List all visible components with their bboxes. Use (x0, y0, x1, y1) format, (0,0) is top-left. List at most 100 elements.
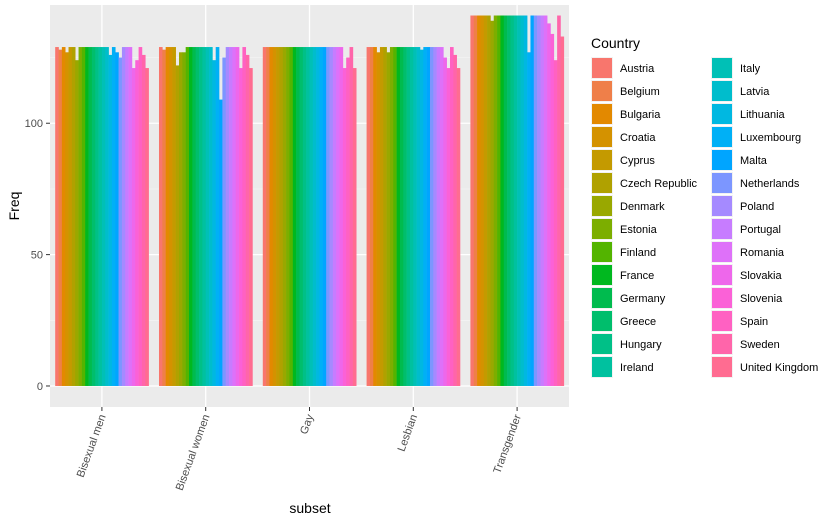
bar (336, 47, 340, 386)
bar (426, 47, 431, 386)
bar (269, 47, 274, 386)
bar (61, 47, 66, 386)
bar (376, 52, 381, 386)
bar (540, 15, 545, 386)
legend-label: Austria (620, 63, 655, 75)
legend: Country Austria Belgium Bulgaria Croatia Cyp… (591, 35, 818, 378)
bar (409, 47, 414, 386)
bar (366, 47, 371, 386)
bar (553, 60, 558, 386)
bar (75, 60, 79, 386)
legend-label: France (620, 270, 654, 282)
x-tick-label: Bisexual women (174, 413, 213, 492)
bar (429, 47, 434, 386)
bar (399, 47, 404, 386)
legend-swatch (592, 81, 612, 101)
bar (547, 23, 551, 386)
bar (490, 20, 495, 386)
bar (306, 47, 310, 386)
bar (309, 47, 314, 386)
bar (436, 47, 441, 386)
bar (272, 47, 277, 386)
bar (299, 47, 304, 386)
bar (389, 47, 394, 386)
bar (175, 65, 180, 386)
bar (477, 15, 481, 386)
bar (537, 15, 541, 386)
bar (131, 68, 136, 386)
legend-swatch (592, 242, 612, 262)
legend-swatch (712, 311, 732, 331)
bar (423, 47, 427, 386)
bar (95, 47, 99, 386)
legend-label: Sweden (740, 339, 780, 351)
legend-swatch (592, 334, 612, 354)
bar (138, 47, 143, 386)
bar (182, 52, 186, 386)
bar (78, 47, 83, 386)
legend-label: Romania (740, 247, 785, 259)
bar (369, 47, 374, 386)
bar (219, 99, 223, 386)
bar (239, 68, 243, 386)
bar (121, 47, 126, 386)
bar (125, 47, 129, 386)
bar (209, 47, 213, 386)
bar (326, 47, 330, 386)
legend-label: Finland (620, 247, 656, 259)
y-tick-label: 100 (25, 118, 43, 130)
bar (383, 47, 387, 386)
legend-label: Luxembourg (740, 132, 801, 144)
bar (470, 15, 475, 386)
bar (379, 47, 384, 386)
y-tick-label: 50 (31, 250, 43, 262)
bar (141, 54, 146, 386)
bar (292, 47, 297, 386)
bars (55, 15, 565, 386)
bar (199, 47, 203, 386)
legend-items: Austria Belgium Bulgaria Croatia Cyprus Czech… (591, 57, 818, 378)
bar (513, 15, 518, 386)
bar (483, 15, 488, 386)
bar (58, 49, 63, 386)
legend-swatch (712, 81, 732, 101)
bar (185, 47, 190, 386)
bar (279, 47, 284, 386)
legend-swatch (592, 58, 612, 78)
bar (433, 47, 437, 386)
legend-label: United Kingdom (740, 362, 818, 374)
bar (527, 52, 531, 386)
bar (266, 47, 270, 386)
bar (443, 57, 447, 386)
legend-label: Italy (740, 63, 761, 75)
x-tick-label: Lesbian (396, 413, 420, 453)
bar (282, 47, 287, 386)
legend-label: Estonia (620, 224, 658, 236)
bar (349, 47, 354, 386)
bar (560, 36, 565, 386)
legend-swatch (712, 150, 732, 170)
bar (249, 68, 253, 386)
bar (342, 68, 347, 386)
legend-label: Belgium (620, 86, 660, 98)
bar (91, 47, 96, 386)
bar (85, 47, 89, 386)
legend-title: Country (591, 35, 640, 51)
bar (543, 15, 548, 386)
bar (507, 15, 511, 386)
bar (212, 60, 217, 386)
bar (262, 47, 267, 386)
legend-swatch (712, 357, 732, 377)
legend-label: Poland (740, 201, 774, 213)
legend-label: Croatia (620, 132, 656, 144)
bar (202, 47, 206, 386)
bar (55, 47, 59, 386)
bar (189, 47, 193, 386)
legend-label: Hungary (620, 339, 662, 351)
legend-swatch (712, 265, 732, 285)
legend-label: Denmark (620, 201, 665, 213)
bar (373, 47, 377, 386)
legend-label: Portugal (740, 224, 781, 236)
legend-swatch (592, 196, 612, 216)
bar (403, 47, 407, 386)
